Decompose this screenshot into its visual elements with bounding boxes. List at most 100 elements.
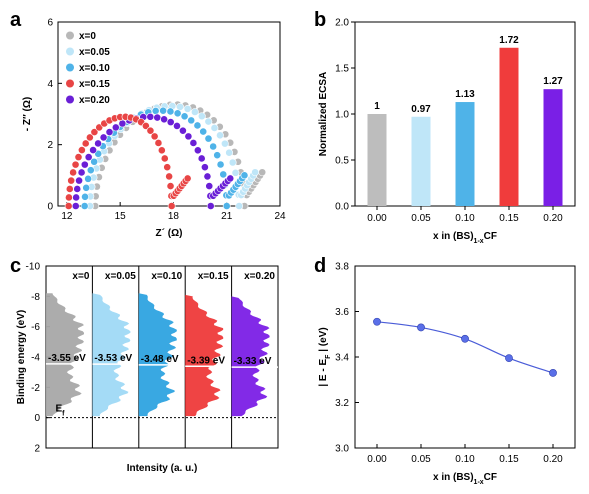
column-label: x=0.05 <box>105 271 136 282</box>
y-axis-label-b: Normalized ECSA <box>318 72 329 156</box>
data-point-x010 <box>219 170 228 179</box>
data-point-x020 <box>173 122 181 130</box>
y-tick-label-a: 6 <box>47 18 53 29</box>
legend-label: x=0.15 <box>79 79 110 90</box>
y-axis-label-c: Binding energy (eV) <box>16 310 27 404</box>
y-axis-label-d-part: | E - E <box>318 359 329 387</box>
x-tick-label-d: 0.00 <box>367 454 387 465</box>
data-point-x015 <box>67 176 76 185</box>
data-point-x015 <box>167 202 176 210</box>
data-point-x020 <box>197 154 206 163</box>
y-axis-label-a: - Z″ (Ω) <box>22 97 33 131</box>
y-tick-label-b: 0.5 <box>335 156 349 167</box>
data-point-x015 <box>81 139 90 148</box>
x-axis-label-d-part: CF <box>484 472 497 483</box>
y-tick-label-b: 2.0 <box>335 18 349 29</box>
data-point-x015 <box>65 185 74 193</box>
y-tick-label-c: 2 <box>34 444 40 455</box>
data-point-x020 <box>99 133 108 142</box>
data-point-x0 <box>258 168 267 177</box>
data-point-x020 <box>94 139 102 148</box>
x-axis-label-d: x in (BS)1-xCF <box>433 472 497 486</box>
y-tick-label-d: 3.8 <box>335 262 349 273</box>
data-point-x020 <box>118 119 127 128</box>
data-point-x005 <box>221 139 229 148</box>
data-point-x020 <box>205 182 214 190</box>
dos-area-x005 <box>92 293 131 417</box>
data-point-x015 <box>71 160 80 169</box>
data-point-x020 <box>226 174 235 183</box>
band-center-label: -3.55 eV <box>48 353 86 364</box>
data-point-x015 <box>69 168 78 177</box>
y-tick-label-d: 3.0 <box>335 444 349 455</box>
data-point-x005 <box>231 168 240 177</box>
legend-marker <box>66 47 74 56</box>
data-point-x020 <box>146 112 155 121</box>
band-center-label: -3.48 eV <box>141 354 179 365</box>
data-point-0.05 <box>417 323 425 332</box>
data-point-x010 <box>204 134 213 143</box>
x-tick-label-a: 15 <box>115 211 127 222</box>
bar-value-label: 1.72 <box>499 35 519 46</box>
data-point-x020 <box>203 172 212 181</box>
column-label: x=0.15 <box>198 271 229 282</box>
data-point-x005 <box>190 108 199 116</box>
fermi-level-label-part: f <box>62 410 65 417</box>
data-point-x005 <box>225 148 234 157</box>
x-tick-label-b: 0.15 <box>499 213 519 224</box>
data-point-x020 <box>193 146 202 155</box>
data-point-x010 <box>159 106 168 115</box>
data-point-x020 <box>89 146 97 154</box>
plot-frame-d <box>354 265 576 449</box>
data-point-x005 <box>183 104 192 113</box>
dos-area-x020 <box>231 293 270 417</box>
bar-value-label: 0.97 <box>411 104 431 115</box>
data-point-x020 <box>206 202 215 210</box>
data-point-x015 <box>183 174 192 183</box>
y-tick-label-d: 3.2 <box>335 398 349 409</box>
data-point-x015 <box>85 133 94 142</box>
data-point-x010 <box>240 171 249 180</box>
data-point-x010 <box>86 166 95 175</box>
bar-0.15 <box>499 47 519 207</box>
data-point-x005 <box>204 117 213 126</box>
legend-label: x=0.10 <box>79 63 110 74</box>
data-point-x010 <box>209 142 218 151</box>
y-tick-label-c: -2 <box>31 383 40 394</box>
data-point-x015 <box>77 146 86 154</box>
column-label: x=0.20 <box>244 271 275 282</box>
data-point-x010 <box>90 157 99 166</box>
data-point-x015 <box>154 139 163 147</box>
data-point-0.15 <box>505 354 513 363</box>
data-point-x005 <box>235 202 244 210</box>
data-point-0.00 <box>373 317 381 326</box>
data-point-x020 <box>77 168 86 177</box>
data-point-x020 <box>84 153 93 162</box>
x-axis-label-d-part: 1-x <box>474 479 484 486</box>
y-tick-label-c: -10 <box>26 262 41 273</box>
data-point-x020 <box>72 193 81 202</box>
data-point-x020 <box>189 139 198 147</box>
data-point-x020 <box>160 115 169 124</box>
data-point-x015 <box>65 193 73 202</box>
data-point-x010 <box>82 183 91 192</box>
data-point-x015 <box>74 153 83 162</box>
x-tick-label-d: 0.10 <box>455 454 475 465</box>
legend-marker <box>66 31 74 40</box>
data-point-x020 <box>71 202 80 210</box>
data-point-x020 <box>184 132 193 141</box>
legend-label: x=0.05 <box>79 47 110 58</box>
data-point-x015 <box>163 163 172 172</box>
x-tick-label-d: 0.20 <box>543 454 563 465</box>
bar-0.10 <box>455 102 475 206</box>
y-tick-label-c: -4 <box>31 353 40 364</box>
x-tick-label-b: 0.05 <box>411 213 431 224</box>
data-point-x010 <box>166 107 175 116</box>
data-point-x010 <box>151 107 160 115</box>
data-point-x010 <box>84 174 93 183</box>
data-point-x020 <box>153 113 162 122</box>
y-axis-label-d-part: | (eV) <box>318 327 329 354</box>
legend-label: x=0.20 <box>79 95 110 106</box>
dos-area-x010 <box>138 293 177 417</box>
